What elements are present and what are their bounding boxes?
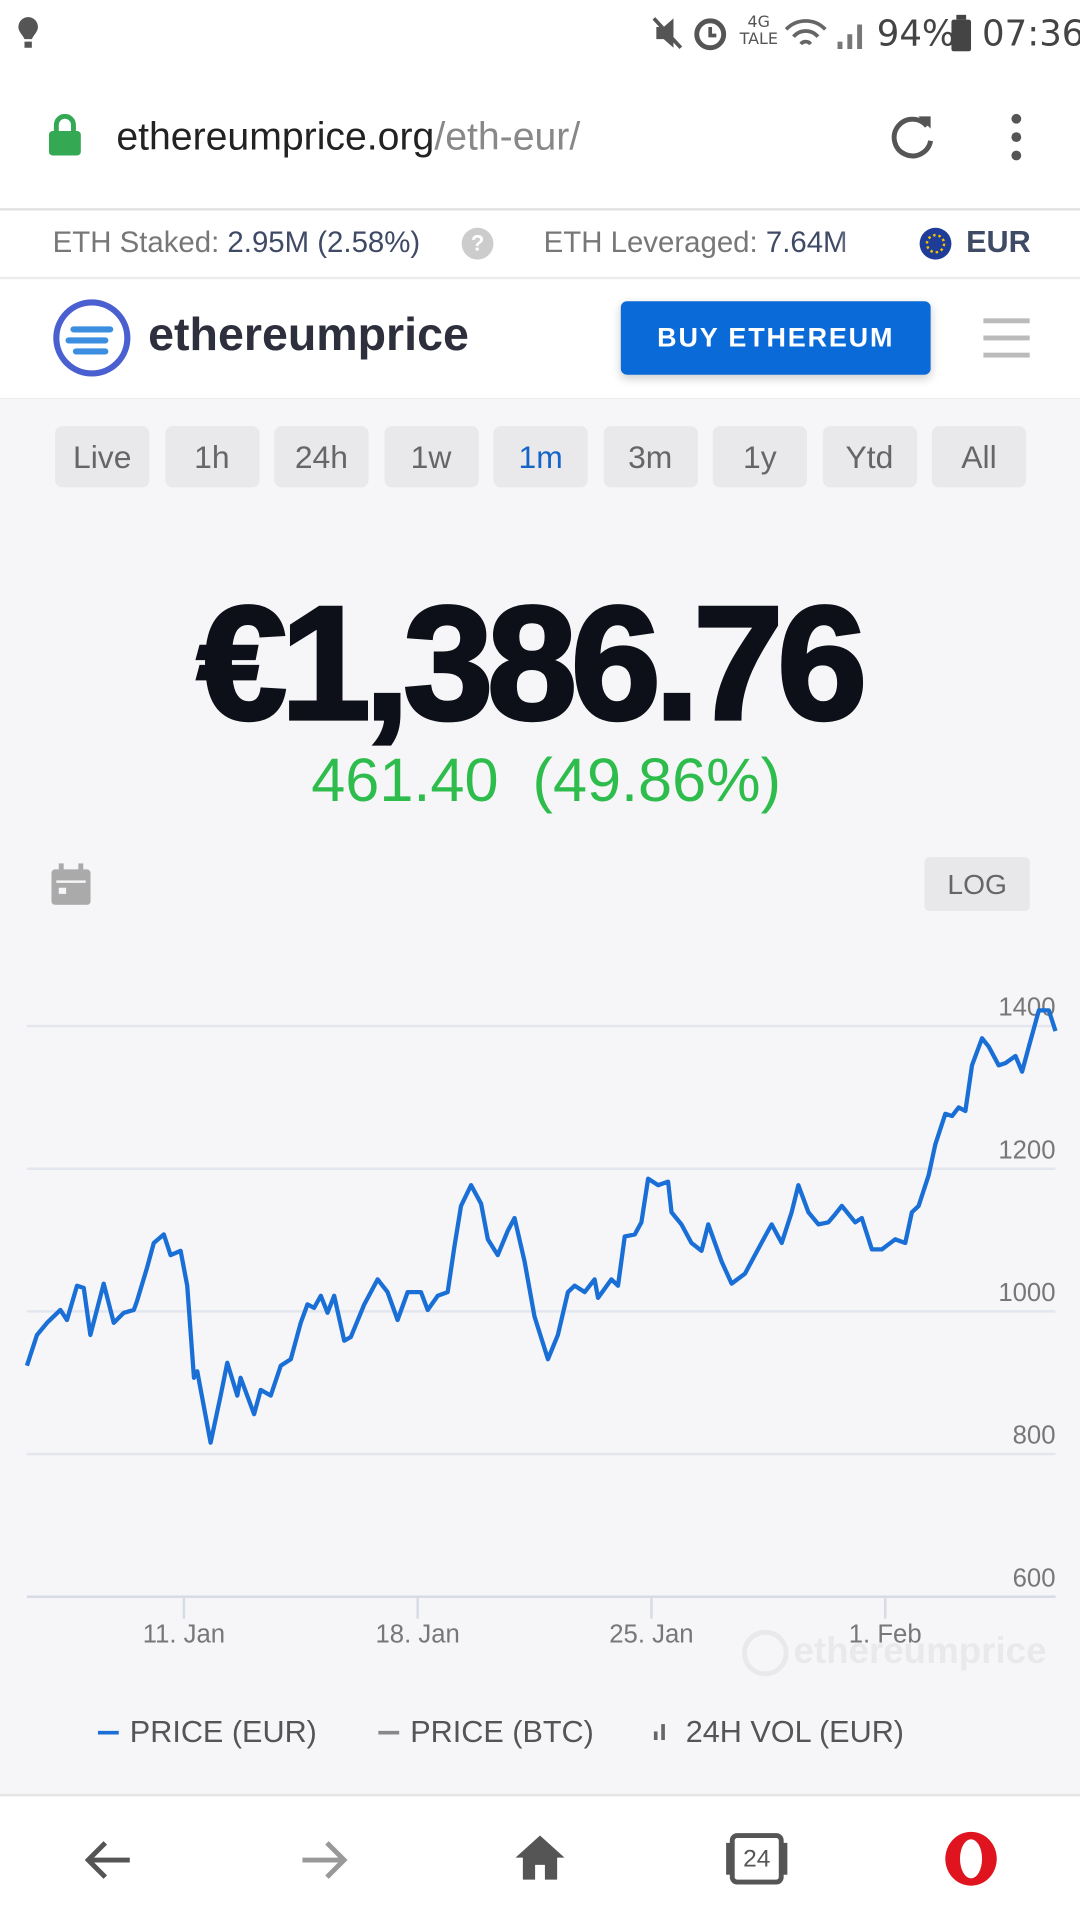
log-button[interactable]: LOG — [924, 857, 1030, 912]
hamburger[interactable] — [983, 316, 1030, 360]
x-tick-label: 18. Jan — [376, 1621, 460, 1649]
clock: 07:36 — [982, 12, 1080, 54]
timeframe-button[interactable]: Live — [55, 426, 150, 488]
svg-text:?: ? — [471, 231, 484, 256]
legend-label: PRICE (BTC) — [410, 1715, 594, 1749]
legend-label: PRICE (EUR) — [130, 1715, 317, 1749]
timeframe-button[interactable]: 1w — [383, 426, 479, 488]
currency[interactable]: EUR — [966, 225, 1031, 260]
leveraged: ETH Leveraged: 7.64M — [544, 227, 875, 261]
watermark-icon — [742, 1629, 789, 1677]
timeframe-button[interactable]: 1y — [712, 426, 807, 488]
x-tick-label: 1. Feb — [849, 1621, 922, 1649]
network-label: 4G — [747, 13, 770, 32]
y-tick-label: 1200 — [998, 1136, 1055, 1164]
back-button[interactable] — [83, 1838, 132, 1882]
battery-level: 94% — [876, 12, 956, 54]
tabs-button[interactable]: 24 — [725, 1831, 789, 1887]
staked-label: ETH Staked: — [52, 226, 220, 260]
x-tick-label: 11. Jan — [143, 1621, 225, 1649]
logo-text[interactable]: ethereumprice — [148, 309, 469, 362]
timeframe-button[interactable]: 1h — [164, 426, 259, 488]
status-bar: 4G TALE 94% 07:36 — [0, 0, 1080, 67]
y-tick-label: 800 — [1013, 1422, 1056, 1450]
legend-label: 24H VOL (EUR) — [686, 1715, 904, 1749]
home-button[interactable] — [513, 1833, 567, 1882]
forward-button[interactable] — [300, 1838, 349, 1882]
timeframe-button[interactable]: 3m — [603, 426, 698, 488]
leveraged-value: 7.64M — [765, 226, 848, 260]
y-tick-label: 1400 — [998, 994, 1055, 1022]
reload-button[interactable] — [887, 111, 938, 162]
content: €1,386.76 461.40 (49.86%) LOG Live 1h 24h 1… — [0, 399, 1080, 1794]
y-tick-label: 1000 — [998, 1279, 1055, 1307]
notification-icon — [18, 17, 38, 48]
url-path: /eth-eur/ — [434, 113, 581, 158]
url-host: ethereumprice.org — [116, 113, 435, 158]
mute-alarm-icons — [652, 17, 727, 51]
staked-value: 2.95M (2.58%) — [227, 226, 421, 260]
watermark: ethereumprice — [793, 1630, 1046, 1671]
timeframe-button[interactable]: All — [931, 426, 1027, 488]
timeframe-button[interactable]: Ytd — [822, 426, 917, 488]
fade — [837, 220, 875, 270]
network-sub: TALE — [739, 30, 778, 49]
timeframe-button[interactable]: 1m — [493, 426, 588, 488]
timeframe-button[interactable]: 24h — [274, 426, 369, 488]
battery-icon — [951, 14, 972, 52]
change-pct: (49.86%) — [532, 745, 782, 815]
price-change: 461.40 (49.86%) — [0, 744, 1080, 815]
leveraged-label: ETH Leveraged: — [543, 226, 758, 260]
price: €1,386.76 — [195, 571, 869, 755]
lock-icon — [48, 113, 81, 156]
logo-icon — [53, 299, 131, 377]
chart: ethereumprice 600 800 1000 1200 1400 11. Jan 18… — [24, 994, 1058, 1749]
help-icon[interactable]: ? — [460, 227, 494, 261]
site-header: ethereumprice BUY ETHEREUM — [0, 279, 1080, 400]
x-tick-label: 25. Jan — [609, 1621, 693, 1649]
menu-button[interactable] — [1004, 111, 1028, 162]
opera-button[interactable] — [943, 1831, 999, 1887]
svg-text:24: 24 — [743, 1845, 770, 1872]
calendar-button[interactable] — [51, 863, 91, 905]
legend-swatch — [653, 1731, 658, 1741]
url: ethereumprice.org/eth-eur/ — [116, 114, 580, 159]
ticker-bar: ETH Staked: 2.95M (2.58%) ? ETH Leverage… — [0, 211, 1080, 280]
network-type: 4G TALE — [739, 13, 778, 49]
legend-swatch — [661, 1724, 665, 1741]
price-line — [24, 1008, 1058, 1445]
eu-flag — [919, 227, 952, 260]
buy-button[interactable]: BUY ETHEREUM — [620, 301, 931, 375]
address-bar[interactable]: ethereumprice.org/eth-eur/ — [0, 67, 1080, 211]
browser-nav: 24 — [0, 1793, 1080, 1920]
change-abs: 461.40 — [311, 745, 499, 815]
staked: ETH Staked: 2.95M (2.58%) — [53, 227, 421, 261]
signal-icons — [784, 19, 863, 49]
y-tick-label: 600 — [1013, 1564, 1056, 1592]
